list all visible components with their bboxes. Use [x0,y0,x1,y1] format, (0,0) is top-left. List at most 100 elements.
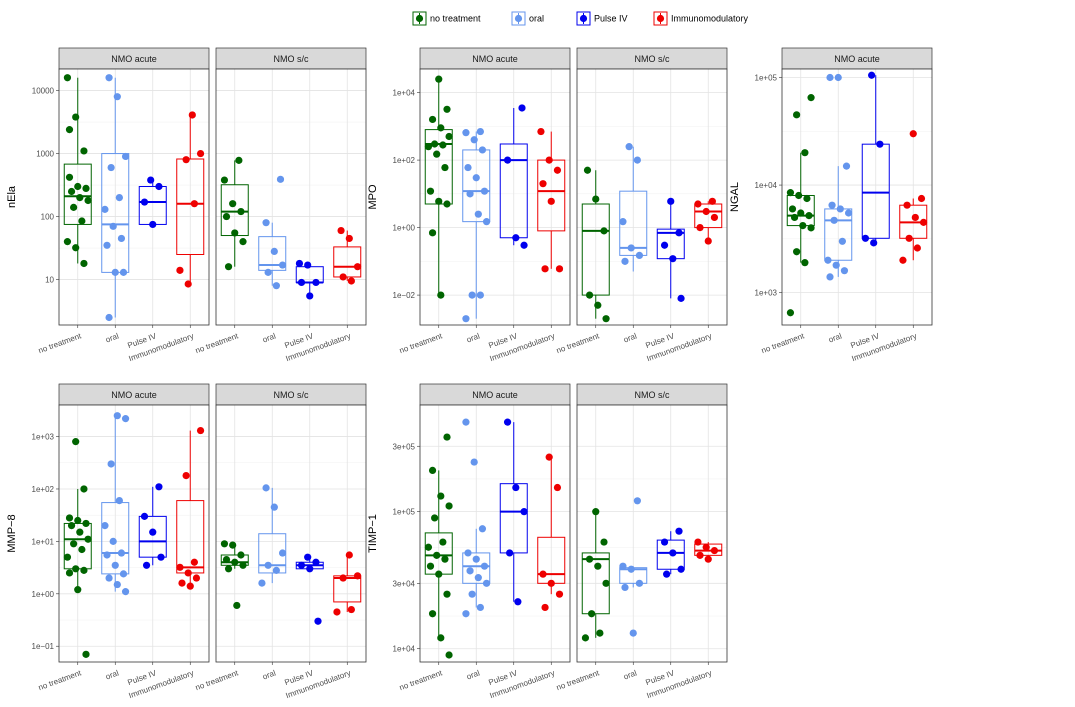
data-point [176,563,184,571]
box-iqr [499,483,528,554]
data-point [545,453,553,461]
legend-item-oral: oral [511,11,544,26]
data-point [478,146,487,154]
data-point [594,562,602,570]
data-point [660,241,669,249]
data-point [592,195,600,203]
data-point [537,127,545,136]
x-tick-label: oral [465,668,481,681]
data-point [443,433,451,441]
data-point [482,218,491,226]
data-point [464,163,472,172]
box-no-treatment [63,74,92,268]
data-point [555,265,564,273]
data-point [911,213,919,222]
box-no-treatment [786,94,815,317]
data-point [480,562,489,570]
box-immunomodulatory [537,127,566,273]
data-point [437,124,445,132]
data-point [621,257,629,265]
data-point [441,555,449,563]
data-point [105,313,113,322]
box-oral [258,175,287,290]
data-point [224,263,233,271]
facet-nmo-s-c: NMO s/cno treatment oral Pulse IVImmunomod… [194,47,367,363]
data-point [838,237,846,245]
data-point [675,229,683,237]
data-point [629,629,637,637]
data-point [619,218,627,226]
data-point [702,207,710,216]
data-point [82,650,90,658]
box-oral [101,412,130,596]
data-point [694,200,702,208]
data-point [520,508,528,516]
data-point [663,570,671,578]
data-point [337,226,345,235]
data-point [435,197,443,205]
data-point [239,561,247,569]
box-pulse-iv [499,418,528,606]
data-point [190,558,198,566]
x-tick-label: oral [622,668,638,681]
data-point [80,485,88,493]
box-no-treatment [63,438,92,658]
data-point [602,579,610,587]
data-point [445,651,453,659]
y-tick-label: 1e+02 [32,485,55,494]
box-immunomodulatory [176,426,205,590]
data-point [512,234,520,242]
box-iqr [258,236,287,271]
data-point [339,574,347,582]
data-point [182,471,190,480]
box-immunomodulatory [537,453,566,612]
data-point [826,73,834,82]
data-point [304,553,312,561]
data-point [594,301,602,309]
box-pulse-iv [656,527,685,578]
box-iqr [581,203,610,296]
data-point [121,152,130,161]
data-point [278,549,287,557]
box-oral [258,484,287,587]
y-tick-label: 1e+05 [393,508,416,517]
x-tick-label: Immunomodulatory [489,668,556,700]
chart-ngal: NGAL 1e+03 1e+04 1e+05 NMO acute no treatment… [729,47,933,363]
legend-label: Immunomodulatory [671,14,749,24]
legend-key-dot [579,14,588,23]
x-tick-label: no treatment [555,331,601,355]
data-point [113,93,121,101]
data-point [581,634,590,642]
y-axis-title: TIMP−1 [367,514,379,553]
x-tick-label: no treatment [398,668,444,692]
data-point [462,129,470,137]
facet-nmo-s-c: NMO s/cno treatment oral Pulse IVImmunomod… [194,383,367,700]
data-point [518,104,526,112]
box-iqr [101,502,130,575]
data-point [149,220,157,229]
chart-mpo: MPO 1e−02 1e+00 1e+02 1e+04 NMO acute no treat… [367,47,728,363]
box-iqr [462,149,491,223]
data-point [801,149,809,157]
panel-border [58,68,210,326]
data-point [870,239,878,247]
data-point [696,223,704,232]
y-tick-label: 1e+01 [32,537,55,546]
chart-nela: nEla 10 100 1000 10000 NMO acute no treatment o… [6,47,367,363]
data-point [76,194,84,202]
data-point [520,241,528,249]
box-pulse-iv [295,553,324,625]
data-point [669,255,677,263]
data-point [462,315,470,323]
data-point [437,634,445,642]
data-point [585,555,594,563]
data-point [270,503,278,511]
data-point [592,508,600,516]
box-iqr [101,153,130,273]
x-tick-label: no treatment [398,331,444,355]
x-tick-label: no treatment [194,668,240,692]
data-point [63,74,72,82]
data-point [899,256,907,264]
data-point [539,570,547,578]
